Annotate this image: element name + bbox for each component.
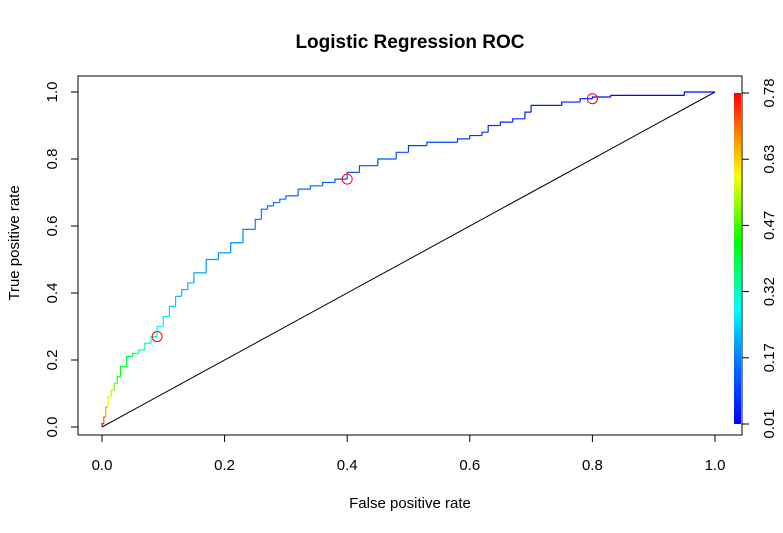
- x-axis-label: False positive rate: [349, 495, 471, 512]
- roc-segment: [254, 218, 262, 230]
- y-tick-label: 0.6: [44, 216, 61, 237]
- roc-segment: [334, 178, 348, 183]
- roc-segment: [481, 131, 489, 136]
- roc-segment: [266, 205, 274, 210]
- roc-segment: [512, 118, 525, 123]
- reference-diagonal-line: [101, 91, 716, 428]
- roc-segment: [377, 158, 397, 166]
- roc-segment: [579, 98, 593, 103]
- roc-segment: [285, 195, 299, 200]
- roc-segment: [322, 181, 335, 186]
- cutoff-marker: [586, 93, 598, 105]
- roc-segment: [116, 376, 121, 384]
- x-tick-label: 0.8: [582, 457, 603, 474]
- roc-segment: [524, 111, 532, 119]
- colorbar-tick-label: 0.17: [761, 343, 778, 372]
- roc-segment: [101, 423, 104, 427]
- y-tick-label: 0.4: [44, 283, 61, 304]
- roc-segment: [591, 96, 611, 99]
- x-tick-label: 0.4: [337, 457, 358, 474]
- roc-segment: [273, 201, 280, 206]
- roc-segment: [113, 382, 118, 391]
- roc-segment: [105, 406, 109, 417]
- roc-segment: [187, 282, 194, 290]
- colorbar-tick-label: 0.01: [761, 409, 778, 438]
- colorbar-tick-label: 0.63: [761, 145, 778, 174]
- cutoff-marker: [341, 173, 353, 185]
- plot-frame: [77, 75, 743, 436]
- reference-line-group: [101, 91, 716, 428]
- x-tick-label: 0.6: [459, 457, 480, 474]
- x-tick-label: 0.2: [214, 457, 235, 474]
- colorbar-tick-label: 0.78: [761, 78, 778, 107]
- roc-segment: [530, 104, 544, 113]
- y-tick-label: 1.0: [44, 82, 61, 103]
- cutoff-markers-group: [151, 93, 598, 343]
- roc-segment: [156, 325, 164, 337]
- roc-segment: [125, 356, 133, 367]
- roc-segment: [683, 91, 715, 96]
- roc-segment: [110, 389, 115, 397]
- x-tick-label: 1.0: [705, 457, 726, 474]
- x-tick-label: 0.0: [92, 457, 113, 474]
- roc-segment: [469, 134, 483, 139]
- roc-segment: [181, 289, 188, 297]
- roc-segment: [230, 242, 243, 253]
- y-tick-label: 0.8: [44, 149, 61, 170]
- roc-segment: [205, 258, 219, 273]
- chart-title: Logistic Regression ROC: [295, 32, 524, 53]
- roc-segment: [193, 272, 207, 283]
- roc-segment: [174, 295, 182, 307]
- roc-segment: [309, 185, 323, 190]
- roc-segment: [610, 94, 630, 98]
- roc-segment: [407, 145, 427, 153]
- roc-segment: [119, 366, 127, 377]
- roc-segment: [561, 101, 581, 106]
- roc-segment: [107, 396, 112, 407]
- cutoff-marker: [151, 331, 163, 343]
- roc-segment: [150, 335, 158, 344]
- roc-segment: [456, 138, 470, 143]
- roc-segment: [499, 121, 513, 126]
- roc-segment: [132, 352, 139, 357]
- roc-curve-group: [101, 91, 715, 427]
- roc-segment: [426, 141, 440, 146]
- colorbar-tick-label: 0.47: [761, 211, 778, 240]
- roc-segment: [103, 416, 106, 424]
- y-axis-label: True positive rate: [6, 185, 23, 300]
- x-axis: 0.0 0.2 0.4 0.6 0.8 1.0: [92, 434, 726, 474]
- roc-segment: [358, 165, 378, 173]
- roc-segment: [297, 188, 311, 196]
- roc-segment: [395, 151, 409, 159]
- y-tick-label: 0.2: [44, 350, 61, 371]
- colorbar: [734, 93, 741, 424]
- roc-segment: [346, 171, 360, 180]
- roc-segment: [260, 208, 268, 220]
- roc-segment: [168, 305, 176, 317]
- colorbar-tick-label: 0.32: [761, 277, 778, 306]
- roc-segment: [279, 198, 286, 203]
- roc-segment: [217, 252, 231, 260]
- y-tick-label: 0.0: [44, 417, 61, 438]
- roc-segment: [138, 349, 145, 354]
- roc-segment: [162, 315, 170, 327]
- roc-segment: [144, 342, 152, 350]
- roc-segment: [487, 124, 501, 133]
- roc-segment: [242, 228, 256, 243]
- colorbar-axis: 0.01 0.17 0.32 0.47 0.63 0.78: [741, 78, 778, 439]
